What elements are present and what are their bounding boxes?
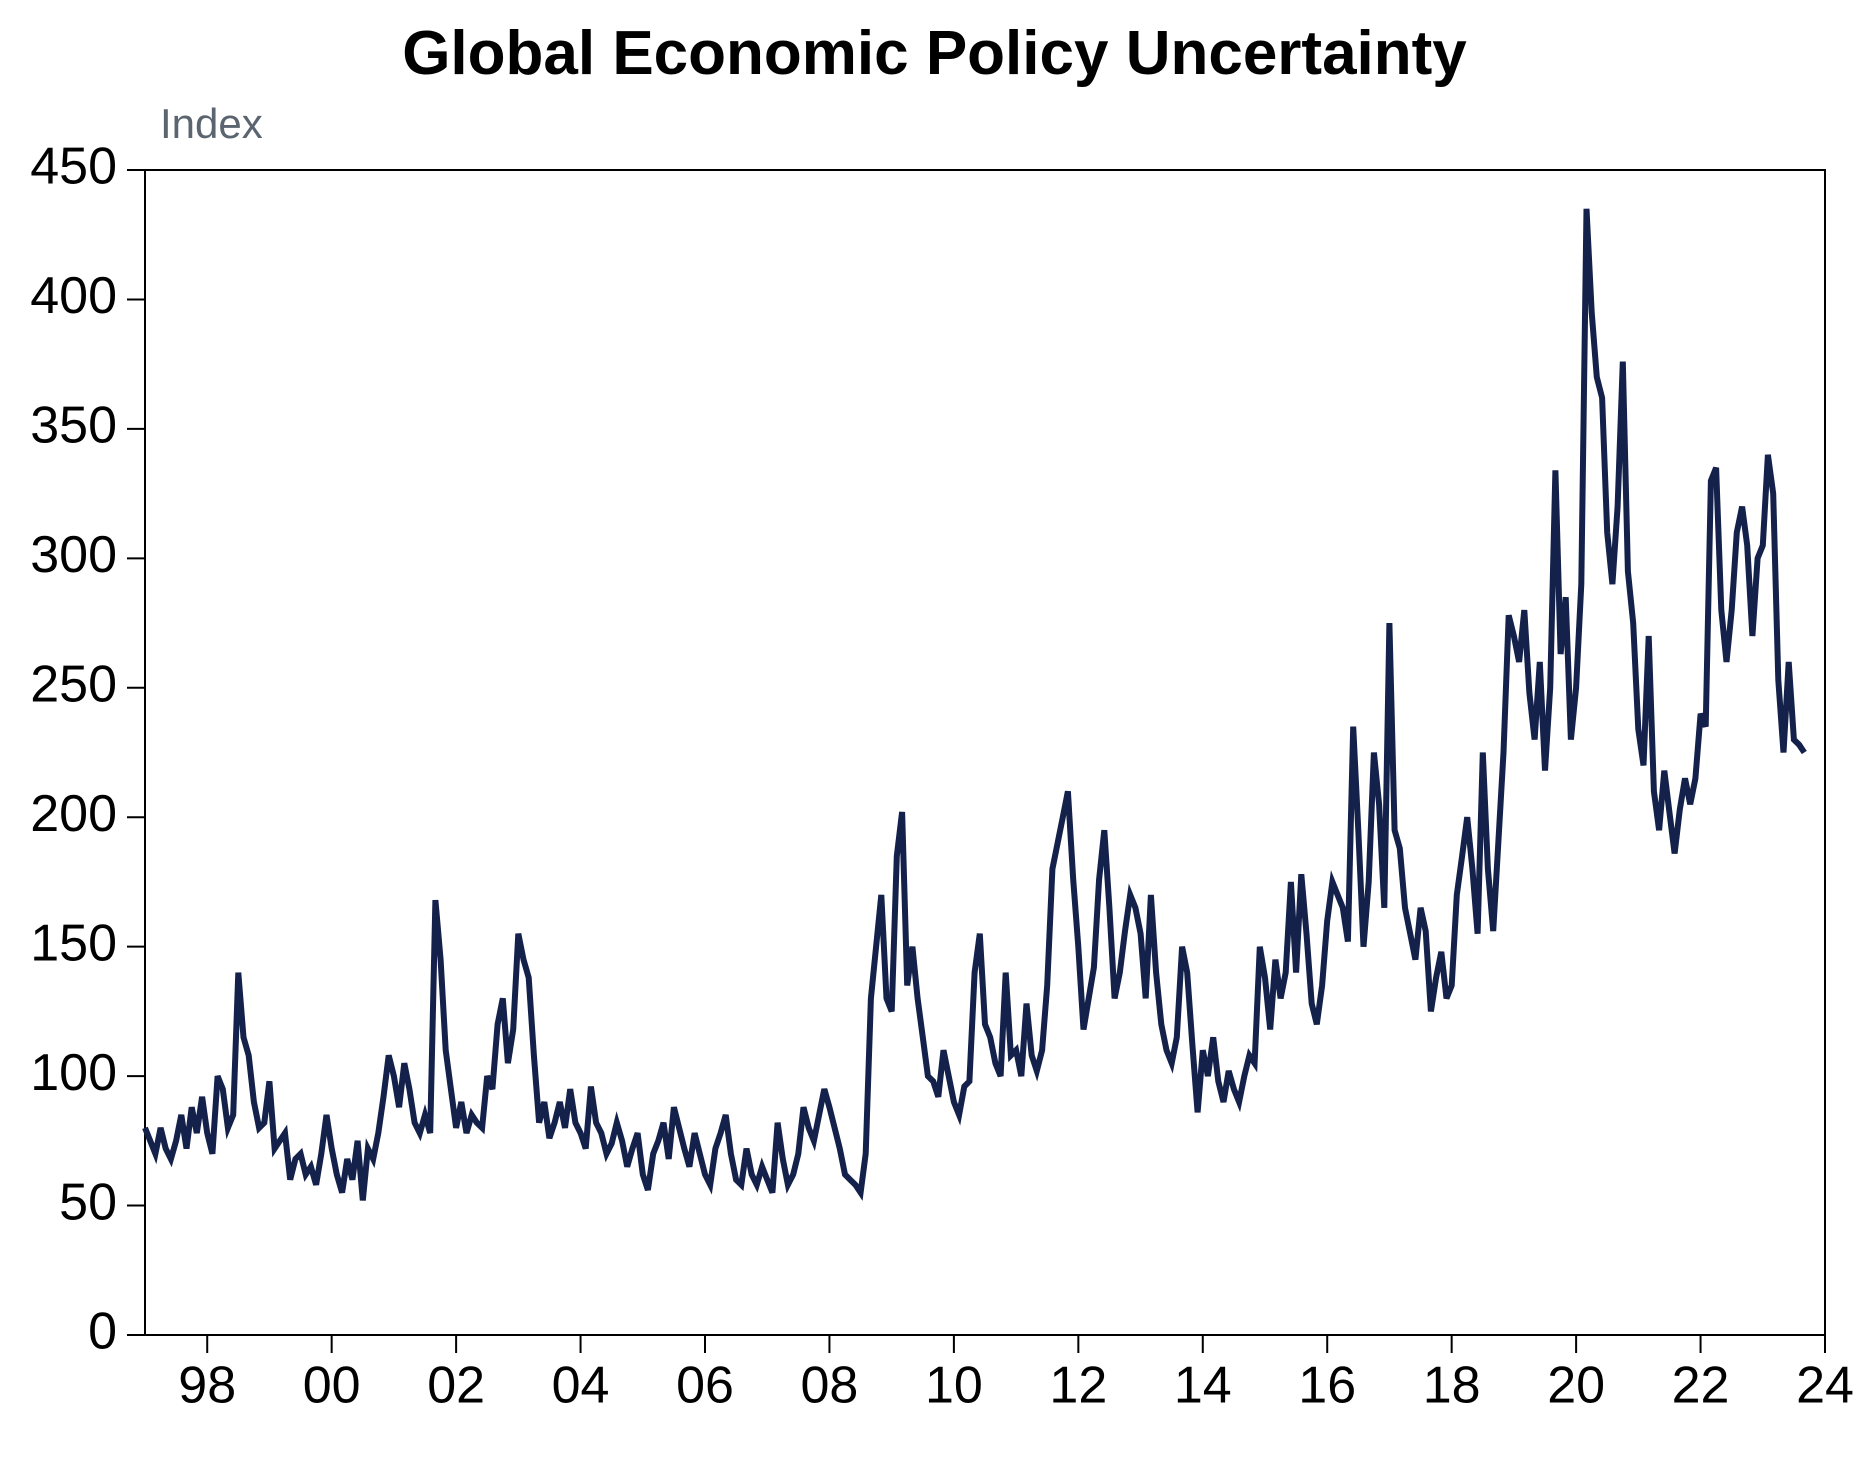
x-tick-label: 22 bbox=[1672, 1356, 1730, 1414]
chart-subtitle: Index bbox=[160, 100, 263, 148]
x-tick-label: 20 bbox=[1547, 1356, 1605, 1414]
y-tick-label: 450 bbox=[30, 138, 117, 196]
x-tick-label: 06 bbox=[676, 1356, 734, 1414]
chart-svg: 0 50 100 150 200 250 300 350 400 450 98 00 02 04 06 08 1… bbox=[0, 0, 1869, 1465]
x-tick-label: 16 bbox=[1298, 1356, 1356, 1414]
y-tick-label: 350 bbox=[30, 397, 117, 455]
y-tick-label: 50 bbox=[59, 1173, 117, 1231]
x-tick-label: 98 bbox=[178, 1356, 236, 1414]
series-line-epu bbox=[145, 209, 1804, 1201]
y-tick-label: 400 bbox=[30, 267, 117, 325]
x-tick-label: 18 bbox=[1423, 1356, 1481, 1414]
y-tick-label: 0 bbox=[88, 1303, 117, 1361]
x-tick-label: 02 bbox=[427, 1356, 485, 1414]
y-tick-label: 250 bbox=[30, 656, 117, 714]
x-tick-label: 10 bbox=[925, 1356, 983, 1414]
chart-title: Global Economic Policy Uncertainty bbox=[0, 18, 1869, 89]
y-tick-label: 100 bbox=[30, 1044, 117, 1102]
y-tick-label: 200 bbox=[30, 785, 117, 843]
x-tick-label: 08 bbox=[801, 1356, 859, 1414]
y-tick-label: 150 bbox=[30, 914, 117, 972]
x-tick-label: 00 bbox=[303, 1356, 361, 1414]
x-tick-label: 14 bbox=[1174, 1356, 1232, 1414]
chart-container: Global Economic Policy Uncertainty Index… bbox=[0, 0, 1869, 1465]
x-tick-label: 04 bbox=[552, 1356, 610, 1414]
plot-border bbox=[145, 170, 1825, 1335]
x-tick-label: 24 bbox=[1796, 1356, 1854, 1414]
x-tick-label: 12 bbox=[1049, 1356, 1107, 1414]
y-tick-label: 300 bbox=[30, 526, 117, 584]
